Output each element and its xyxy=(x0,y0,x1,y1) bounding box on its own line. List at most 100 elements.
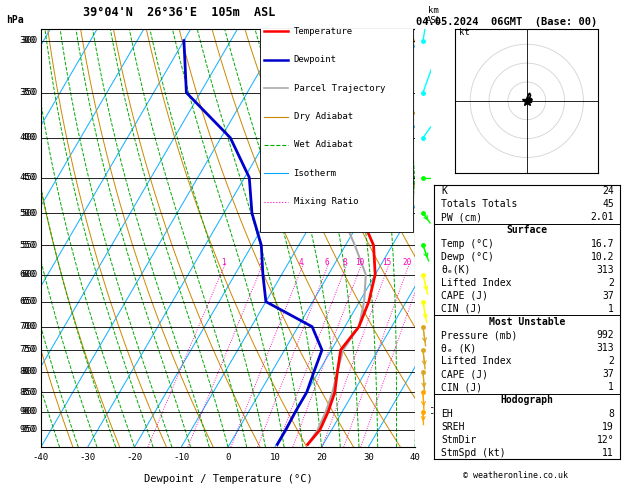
Text: CAPE (J): CAPE (J) xyxy=(442,291,489,301)
Text: 20: 20 xyxy=(316,452,327,462)
Text: 600: 600 xyxy=(21,270,37,279)
Text: K: K xyxy=(442,186,447,196)
Text: CIN (J): CIN (J) xyxy=(442,304,482,314)
Text: 37: 37 xyxy=(602,369,614,379)
Text: 450: 450 xyxy=(19,173,35,182)
Text: 313: 313 xyxy=(596,265,614,275)
Text: 5: 5 xyxy=(420,208,425,218)
Text: 950: 950 xyxy=(21,425,37,434)
Text: 8: 8 xyxy=(343,258,347,267)
Text: 550: 550 xyxy=(21,241,37,250)
Text: Isotherm: Isotherm xyxy=(294,169,337,178)
Text: hPa: hPa xyxy=(6,15,23,25)
Text: -30: -30 xyxy=(80,452,96,462)
Text: Wet Adiabat: Wet Adiabat xyxy=(294,140,353,149)
Text: 900: 900 xyxy=(19,407,35,416)
Text: θₑ (K): θₑ (K) xyxy=(442,343,477,353)
Text: -40: -40 xyxy=(33,452,49,462)
Text: 10: 10 xyxy=(269,452,280,462)
Text: 313: 313 xyxy=(596,343,614,353)
Text: 10.2: 10.2 xyxy=(591,252,614,261)
Text: 30: 30 xyxy=(363,452,374,462)
Text: Dry Adiabat: Dry Adiabat xyxy=(294,112,353,121)
Text: Mixing Ratio: Mixing Ratio xyxy=(294,197,358,206)
Text: 15: 15 xyxy=(382,258,392,267)
Text: 2: 2 xyxy=(608,278,614,288)
Text: CAPE (J): CAPE (J) xyxy=(442,369,489,379)
Text: Parcel Trajectory: Parcel Trajectory xyxy=(294,84,385,93)
Text: 350: 350 xyxy=(21,88,37,97)
Text: 1: 1 xyxy=(608,382,614,392)
Text: 700: 700 xyxy=(19,322,35,331)
Text: Dewp (°C): Dewp (°C) xyxy=(442,252,494,261)
Text: 19: 19 xyxy=(602,421,614,432)
Text: PW (cm): PW (cm) xyxy=(442,212,482,223)
Text: Pressure (mb): Pressure (mb) xyxy=(442,330,518,340)
Text: 950: 950 xyxy=(19,425,35,434)
Text: 800: 800 xyxy=(21,367,37,376)
Text: 45: 45 xyxy=(602,199,614,209)
Text: CIN (J): CIN (J) xyxy=(442,382,482,392)
Text: SREH: SREH xyxy=(442,421,465,432)
Text: 400: 400 xyxy=(19,133,35,142)
Text: 2: 2 xyxy=(608,356,614,366)
Text: 39°04'N  26°36'E  105m  ASL: 39°04'N 26°36'E 105m ASL xyxy=(83,6,276,19)
Text: 500: 500 xyxy=(19,208,35,218)
Text: Dewpoint: Dewpoint xyxy=(294,55,337,64)
Text: Totals Totals: Totals Totals xyxy=(442,199,518,209)
Text: Surface: Surface xyxy=(506,226,547,235)
Text: 750: 750 xyxy=(21,346,37,354)
Text: 850: 850 xyxy=(21,388,37,397)
Text: 0: 0 xyxy=(225,452,231,462)
Text: 900: 900 xyxy=(21,407,37,416)
Text: 850: 850 xyxy=(19,388,35,397)
Text: kt: kt xyxy=(459,28,470,37)
Text: 300: 300 xyxy=(21,36,37,45)
Text: 20: 20 xyxy=(403,258,412,267)
Text: 16.7: 16.7 xyxy=(591,239,614,248)
Text: Mixing Ratio (g/kg): Mixing Ratio (g/kg) xyxy=(455,187,465,289)
Text: 37: 37 xyxy=(602,291,614,301)
Text: StmSpd (kt): StmSpd (kt) xyxy=(442,448,506,458)
Text: 11: 11 xyxy=(602,448,614,458)
Text: 04.05.2024  06GMT  (Base: 00): 04.05.2024 06GMT (Base: 00) xyxy=(416,17,598,27)
Text: 40: 40 xyxy=(409,452,421,462)
Text: 1: 1 xyxy=(608,304,614,314)
Text: 6: 6 xyxy=(420,173,425,182)
Text: 3: 3 xyxy=(420,322,425,331)
Text: Temperature: Temperature xyxy=(294,27,353,36)
Text: StmDir: StmDir xyxy=(442,434,477,445)
Text: Hodograph: Hodograph xyxy=(500,396,554,405)
Text: 650: 650 xyxy=(21,297,37,306)
Text: 450: 450 xyxy=(21,173,37,182)
Text: 10: 10 xyxy=(355,258,364,267)
Text: 300: 300 xyxy=(19,36,35,45)
Text: θₑ(K): θₑ(K) xyxy=(442,265,471,275)
Text: 7: 7 xyxy=(420,133,425,142)
Text: Most Unstable: Most Unstable xyxy=(489,317,565,327)
Text: 2: 2 xyxy=(259,258,263,267)
Text: 800: 800 xyxy=(19,367,35,376)
Bar xyxy=(260,27,413,232)
Text: Temp (°C): Temp (°C) xyxy=(442,239,494,248)
Text: EH: EH xyxy=(442,409,453,418)
Text: 4: 4 xyxy=(420,256,425,265)
Text: 24: 24 xyxy=(602,186,614,196)
Text: Lifted Index: Lifted Index xyxy=(442,278,512,288)
Text: 12°: 12° xyxy=(596,434,614,445)
Text: 1LCL: 1LCL xyxy=(420,407,441,416)
Text: 600: 600 xyxy=(19,270,35,279)
Text: 992: 992 xyxy=(596,330,614,340)
Text: © weatheronline.co.uk: © weatheronline.co.uk xyxy=(464,471,568,480)
Text: km
ASL: km ASL xyxy=(426,5,442,25)
Text: 8: 8 xyxy=(608,409,614,418)
Text: 650: 650 xyxy=(19,297,35,306)
Text: 4: 4 xyxy=(299,258,304,267)
Text: 750: 750 xyxy=(19,346,35,354)
Text: 2: 2 xyxy=(420,367,425,376)
Text: 350: 350 xyxy=(19,88,35,97)
Text: 400: 400 xyxy=(21,133,37,142)
Text: 6: 6 xyxy=(324,258,329,267)
Text: 2.01: 2.01 xyxy=(591,212,614,223)
Text: 8: 8 xyxy=(420,88,425,97)
